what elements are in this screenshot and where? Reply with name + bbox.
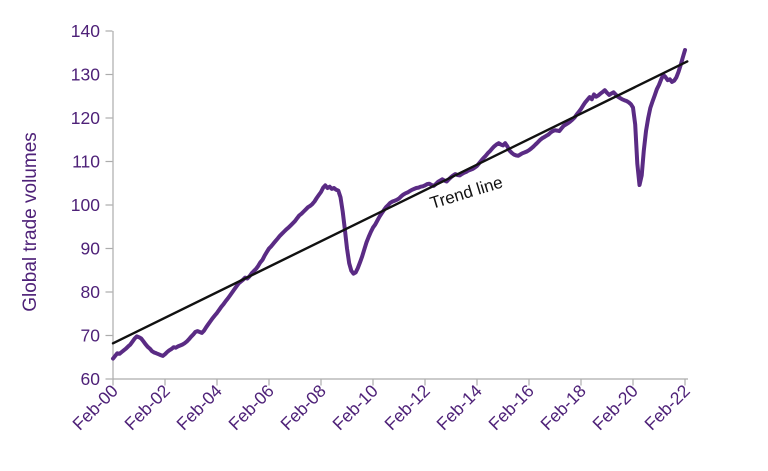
- x-tick-label: Feb-12: [380, 381, 433, 434]
- y-tick-label: 110: [72, 152, 100, 172]
- axes: 60708090100110120130140Feb-00Feb-02Feb-0…: [68, 21, 693, 434]
- y-tick-label: 130: [71, 65, 100, 85]
- y-tick-label: 70: [81, 326, 101, 346]
- y-tick-label: 90: [81, 239, 101, 259]
- x-tick-label: Feb-18: [536, 381, 589, 434]
- y-tick-label: 120: [71, 108, 100, 128]
- x-tick-label: Feb-22: [640, 381, 693, 434]
- x-tick-label: Feb-10: [328, 381, 382, 435]
- x-tick-label: Feb-08: [276, 381, 329, 434]
- x-tick-label: Feb-20: [588, 381, 642, 435]
- y-axis-title: Global trade volumes: [20, 132, 41, 312]
- trade-volume-line: [111, 48, 687, 361]
- y-tick-label: 100: [71, 195, 100, 215]
- x-tick-label: Feb-02: [120, 381, 173, 434]
- series-layer: [111, 48, 689, 361]
- y-tick-label: 60: [81, 369, 101, 389]
- trend-line-label: Trend line: [428, 173, 505, 213]
- x-tick-label: Feb-14: [432, 381, 486, 435]
- x-tick-label: Feb-04: [172, 381, 226, 435]
- trend-line: [111, 60, 689, 345]
- x-tick-label: Feb-16: [484, 381, 537, 434]
- x-tick-label: Feb-06: [224, 381, 277, 434]
- y-tick-label: 80: [81, 282, 101, 302]
- y-tick-label: 140: [71, 21, 100, 41]
